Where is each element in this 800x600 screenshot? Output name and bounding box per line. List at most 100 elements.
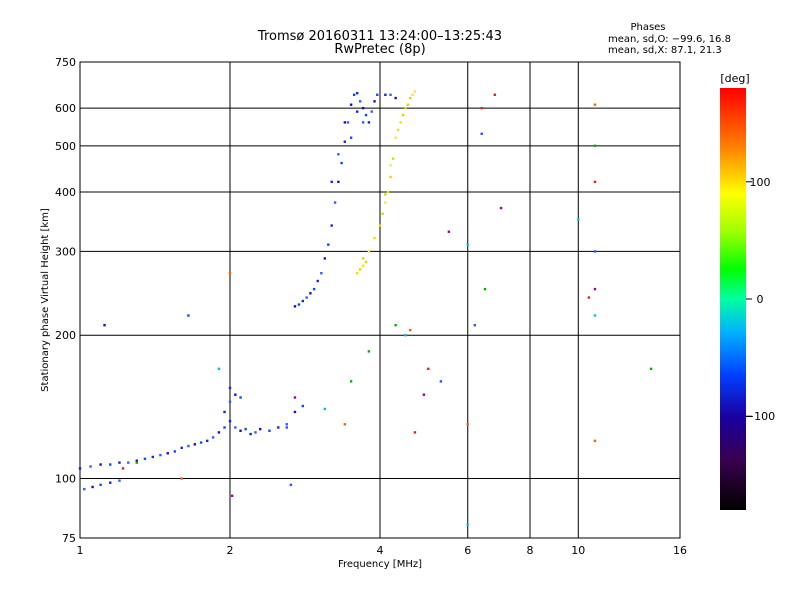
phase-box-o-line: mean, sd,O: −99.6, 16.8 [608, 34, 731, 45]
data-point [413, 431, 417, 434]
data-point [187, 314, 190, 317]
data-point [234, 393, 237, 396]
data-point [593, 250, 597, 253]
y-axis-ticks: 75 100 200 300 400 500 600 750 [55, 56, 76, 545]
data-point [118, 461, 121, 464]
data-point [473, 323, 477, 327]
data-point [316, 279, 319, 283]
x-tick-label: 10 [571, 544, 585, 557]
data-point [367, 350, 371, 353]
data-point [228, 272, 232, 275]
data-point [289, 483, 293, 487]
data-point [337, 180, 340, 184]
data-point [593, 103, 597, 106]
data-point [89, 465, 92, 468]
data-point [409, 328, 412, 332]
data-point [386, 190, 390, 194]
data-point [404, 106, 407, 110]
data-point [427, 367, 430, 371]
data-point [593, 180, 597, 184]
data-point [361, 121, 365, 124]
data-point [343, 121, 347, 124]
data-point [593, 439, 597, 443]
data-point [285, 423, 288, 426]
colorbar-tick-label: 100 [750, 176, 771, 189]
data-point [228, 400, 232, 403]
data-point [239, 429, 242, 432]
data-point [135, 461, 138, 464]
colorbar-tick-label: 0 [757, 293, 764, 306]
x-tick-label: 2 [227, 544, 234, 557]
data-point [355, 91, 359, 95]
data-point [349, 136, 353, 139]
data-point [411, 93, 414, 96]
data-point [166, 452, 169, 455]
data-point [577, 218, 580, 221]
data-point [394, 136, 397, 139]
y-tick-label: 200 [55, 329, 76, 342]
data-point [234, 426, 237, 429]
data-point [593, 287, 597, 291]
data-point [187, 444, 190, 448]
data-point [367, 121, 371, 124]
data-point [118, 479, 121, 482]
data-point [373, 100, 376, 103]
data-point [391, 157, 395, 160]
data-point [285, 426, 288, 429]
data-point [83, 487, 86, 491]
x-axis-ticks: 1 2 4 6 8 10 16 [77, 544, 688, 557]
data-point [301, 404, 305, 408]
colorbar-label: [deg] [720, 72, 749, 85]
data-point [180, 477, 183, 480]
data-point [293, 305, 297, 308]
data-point [364, 260, 368, 264]
data-point [389, 164, 392, 167]
data-point [217, 367, 221, 371]
data-point [349, 380, 353, 383]
data-point [355, 110, 359, 113]
data-point [349, 103, 353, 106]
data-point [159, 453, 162, 457]
data-point [413, 90, 417, 93]
grid [80, 62, 680, 538]
data-point [309, 292, 312, 295]
data-point [78, 467, 82, 470]
data-point [370, 110, 373, 113]
data-point [447, 230, 451, 233]
data-point [127, 461, 130, 464]
data-point [381, 212, 384, 215]
data-point [384, 93, 387, 96]
data-point [312, 287, 316, 291]
data-point [352, 93, 356, 96]
data-point [330, 180, 333, 184]
data-point [389, 93, 392, 96]
data-point [340, 161, 343, 165]
data-point [406, 103, 410, 106]
data-point [480, 132, 483, 135]
data-point [346, 121, 350, 124]
data-point [384, 193, 387, 196]
data-point [109, 463, 112, 466]
y-tick-label: 100 [55, 473, 76, 486]
data-point [228, 386, 232, 390]
data-point [355, 272, 359, 275]
data-point [301, 299, 305, 303]
data-point [404, 334, 407, 337]
data-point [337, 153, 340, 156]
data-point [364, 113, 368, 117]
data-point [239, 396, 242, 399]
data-point [399, 121, 402, 124]
chart-title: Tromsø 20160311 13:24:00–13:25:43 [257, 29, 502, 44]
x-tick-label: 4 [377, 544, 384, 557]
data-point [293, 396, 297, 399]
data-point [343, 423, 347, 426]
data-point [223, 426, 226, 429]
x-tick-label: 1 [77, 544, 84, 557]
data-point [394, 96, 397, 100]
data-point [228, 419, 232, 423]
data-point [361, 106, 365, 110]
data-point [143, 457, 147, 461]
data-point [367, 250, 371, 253]
y-tick-label: 400 [55, 186, 76, 199]
